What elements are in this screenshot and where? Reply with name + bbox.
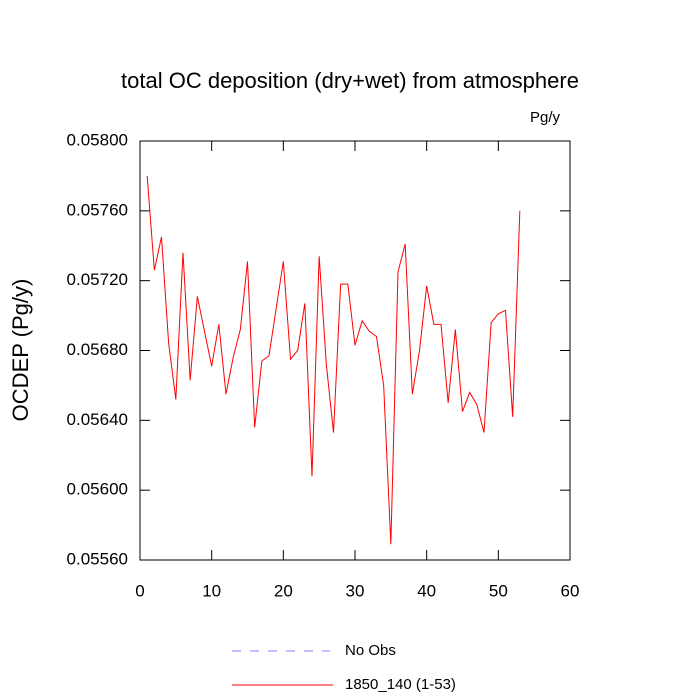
units-label: Pg/y — [530, 109, 561, 126]
x-tick-label: 40 — [417, 581, 436, 600]
x-tick-label: 30 — [346, 581, 365, 600]
x-tick-label: 0 — [135, 581, 144, 600]
y-tick-label: 0.05640 — [67, 410, 128, 429]
legend-label: 1850_140 (1-53) — [345, 676, 456, 693]
x-tick-label: 50 — [489, 581, 508, 600]
x-tick-label: 20 — [274, 581, 293, 600]
y-tick-label: 0.05680 — [67, 340, 128, 359]
y-tick-label: 0.05800 — [67, 130, 128, 149]
y-axis-label: OCDEP (Pg/y) — [8, 279, 33, 422]
x-tick-label: 10 — [202, 581, 221, 600]
y-tick-label: 0.05560 — [67, 549, 128, 568]
x-tick-label: 60 — [561, 581, 580, 600]
chart-title: total OC deposition (dry+wet) from atmos… — [121, 68, 579, 93]
plot-frame — [139, 140, 571, 561]
y-tick-label: 0.05600 — [67, 480, 128, 499]
y-tick-label: 0.05760 — [67, 200, 128, 219]
y-tick-label: 0.05720 — [67, 270, 128, 289]
legend-label: No Obs — [345, 642, 396, 659]
data-line — [146, 175, 521, 545]
